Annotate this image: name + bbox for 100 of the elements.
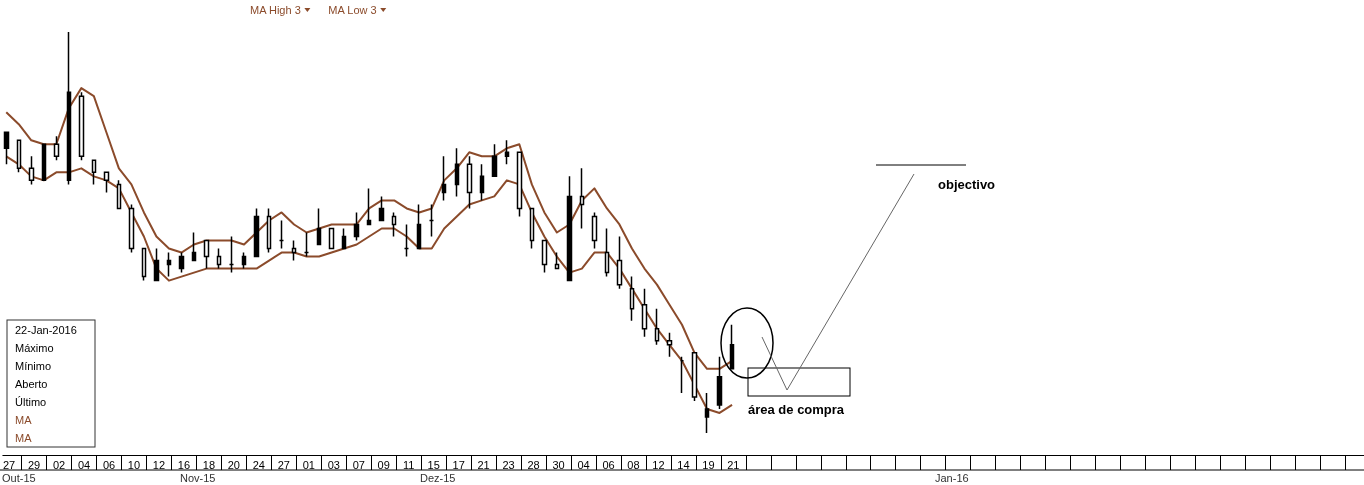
candlestick (679, 356, 685, 394)
candlestick (153, 247, 160, 282)
candlestick (616, 235, 623, 290)
candlestick (479, 163, 485, 202)
text: Dez-15 (420, 471, 456, 484)
annotation: Último (15, 395, 47, 408)
candlestick (554, 251, 560, 270)
annotation: área de compra (748, 402, 845, 417)
candlestick (416, 203, 422, 250)
x-tick-label: 06 (102, 458, 116, 471)
x-tick-label: 14 (677, 458, 690, 471)
candlestick (178, 251, 185, 274)
x-tick-label: 30 (552, 458, 565, 471)
candlestick (253, 207, 260, 258)
candlestick (366, 187, 372, 226)
candlestick (53, 135, 60, 162)
candlestick (591, 211, 598, 250)
annotation: Aberto (15, 377, 48, 390)
candlestick (303, 231, 310, 258)
candlestick (103, 171, 110, 194)
text: Jan-16 (935, 471, 969, 484)
candlestick (141, 247, 147, 282)
x-tick-label: 03 (327, 458, 340, 471)
x-tick-label: 09 (377, 458, 390, 471)
annotation: 22-Jan-2016 (15, 323, 77, 336)
candlestick (579, 167, 585, 230)
x-tick-label: 18 (202, 458, 216, 471)
x-tick-label: 21 (727, 458, 740, 471)
candlestick (403, 223, 410, 258)
x-tick-label: 19 (702, 458, 715, 471)
candlestick (466, 155, 473, 210)
x-tick-label: 02 (52, 458, 66, 471)
legend-label: MA High 3 (250, 4, 301, 16)
x-tick-label: 20 (227, 458, 240, 471)
candlestick (716, 356, 723, 410)
candlestick (516, 151, 523, 218)
candlestick (228, 235, 235, 274)
x-tick-label: 08 (627, 458, 640, 471)
annotation: MA (15, 431, 33, 444)
x-tick-label: 16 (177, 458, 191, 471)
candlestick (216, 247, 222, 270)
candlestick (91, 159, 97, 186)
text: Out-15 (2, 471, 36, 484)
candlestick (203, 239, 210, 270)
x-tick-label: 15 (427, 458, 440, 471)
candlestick (328, 227, 335, 250)
candlestick (116, 179, 122, 210)
x-tick-label: 27 (2, 458, 16, 471)
candlestick (529, 207, 535, 250)
candlestick (504, 139, 510, 166)
candlestick (316, 207, 322, 246)
x-tick-label: 17 (452, 458, 465, 471)
candlestick (128, 203, 135, 254)
candlestick (291, 239, 297, 262)
candlestick (166, 251, 172, 278)
x-tick-label: 01 (302, 458, 315, 471)
annotation: objectivo (938, 177, 996, 192)
annotation: Máximo (15, 341, 54, 354)
candlestick (604, 227, 610, 278)
x-tick-label: 12 (652, 458, 665, 471)
x-tick-label: 21 (477, 458, 490, 471)
annotation: MA (15, 413, 33, 426)
candlestick (278, 219, 285, 250)
candlestick (191, 231, 197, 262)
x-tick-label: 04 (77, 458, 91, 471)
candlestick (441, 155, 447, 202)
candlestick (66, 31, 72, 186)
candlestick (654, 307, 660, 346)
x-tick-label: 10 (127, 458, 141, 471)
x-tick-label: 28 (527, 458, 540, 471)
candlestick (241, 251, 247, 270)
x-tick-label: 29 (27, 458, 41, 471)
candlestick (641, 287, 648, 338)
candlestick (428, 203, 435, 238)
candlestick (353, 211, 360, 242)
candlestick (391, 211, 397, 238)
text: Nov-15 (180, 471, 216, 484)
x-tick-label: 23 (502, 458, 515, 471)
x-tick-label: 11 (402, 458, 415, 471)
x-tick-label: 04 (577, 458, 590, 471)
candlestick (566, 175, 573, 282)
candlestick (691, 352, 698, 402)
candlestick (629, 275, 635, 322)
candlestick (541, 239, 548, 274)
x-tick-label: 12 (152, 458, 166, 471)
x-tick-label: 24 (252, 458, 265, 471)
candlestick (28, 155, 35, 186)
candlestick (666, 332, 673, 358)
x-tick-label: 27 (277, 458, 290, 471)
candlestick (378, 195, 385, 222)
candlestick (341, 227, 347, 250)
candlestick (454, 147, 460, 198)
x-tick-label: 06 (602, 458, 615, 471)
legend-label: MA Low 3 (328, 4, 377, 16)
candlestick (491, 143, 498, 178)
candlestick (266, 207, 272, 254)
candlestick (704, 392, 710, 434)
candlestick (3, 131, 10, 166)
candlestick (78, 91, 85, 162)
candlestick (729, 323, 735, 370)
